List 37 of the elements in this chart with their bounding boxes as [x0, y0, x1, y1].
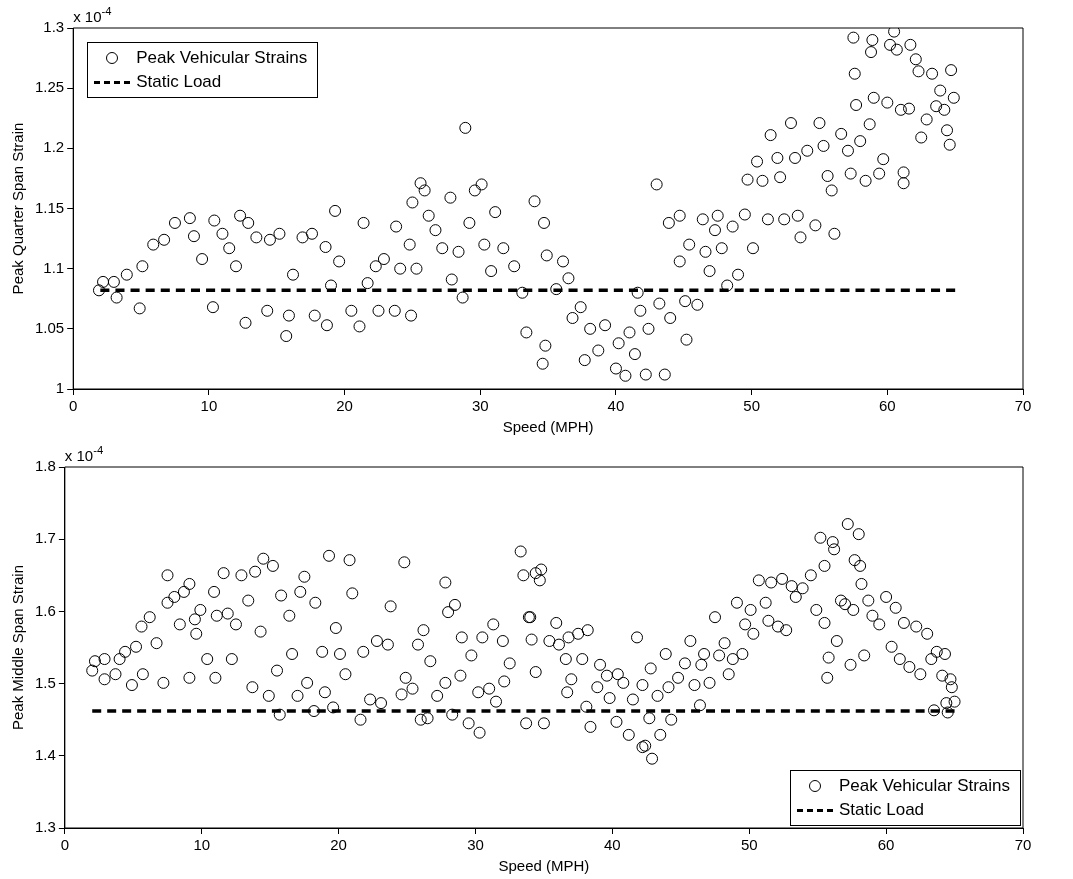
y-tick-label: 1 — [55, 379, 65, 397]
y-tick-label: 1.05 — [34, 318, 65, 336]
y-tick-label: 1.1 — [43, 258, 65, 276]
x-tick-label: 50 — [740, 836, 758, 854]
x-tick-label: 0 — [60, 836, 70, 854]
x-tick-label: 60 — [878, 397, 896, 415]
y-axis-title: Peak Middle Span Strain — [9, 564, 27, 731]
x-tick-label: 0 — [69, 397, 78, 415]
x-tick-label: 50 — [743, 397, 760, 415]
legend-label: Static Load — [839, 800, 925, 820]
legend-label: Peak Vehicular Strains — [136, 48, 308, 68]
y-tick-label: 1.5 — [34, 673, 56, 691]
y-tick-label: 1.3 — [43, 18, 65, 36]
legend-label: Static Load — [136, 72, 222, 92]
y-tick-label: 1.6 — [34, 601, 56, 619]
y-tick-label: 1.4 — [34, 745, 56, 763]
y-tick-label: 1.7 — [34, 529, 56, 547]
x-tick-label: 30 — [467, 836, 484, 854]
y-tick-label: 1.3 — [34, 818, 56, 836]
y-tick-label: 1.15 — [34, 198, 65, 216]
x-axis-title: Speed (MPH) — [502, 418, 594, 436]
x-tick-label: 40 — [604, 836, 621, 854]
x-tick-label: 30 — [471, 397, 489, 415]
x-tick-label: 70 — [1014, 397, 1032, 415]
y-axis-title: Peak Quarter Span Strain — [9, 122, 27, 295]
x-tick-label: 70 — [1014, 836, 1032, 854]
legend-label: Peak Vehicular Strains — [839, 776, 1011, 796]
x-tick-label: 20 — [330, 836, 347, 854]
x-tick-label: 60 — [877, 836, 895, 854]
y-tick-label: 1.25 — [34, 78, 65, 96]
x-tick-label: 40 — [607, 397, 625, 415]
x-tick-label: 10 — [200, 397, 218, 415]
y-tick-label: 1.8 — [34, 457, 56, 475]
x-tick-label: 20 — [336, 397, 353, 415]
x-axis-title: Speed (MPH) — [498, 857, 590, 875]
x-tick-label: 10 — [193, 836, 211, 854]
y-tick-label: 1.2 — [43, 138, 65, 156]
